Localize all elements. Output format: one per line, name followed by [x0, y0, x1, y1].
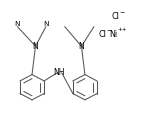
Text: N: N: [15, 21, 20, 27]
Text: N: N: [43, 21, 49, 27]
Text: Ni: Ni: [109, 30, 117, 39]
Text: N: N: [79, 42, 84, 51]
Text: ++: ++: [117, 27, 127, 32]
Text: NH: NH: [53, 68, 65, 77]
Text: Cl: Cl: [111, 12, 119, 21]
Text: Cl: Cl: [99, 30, 107, 39]
Text: N: N: [33, 42, 38, 51]
Text: −: −: [106, 27, 112, 32]
Text: −: −: [119, 10, 124, 15]
